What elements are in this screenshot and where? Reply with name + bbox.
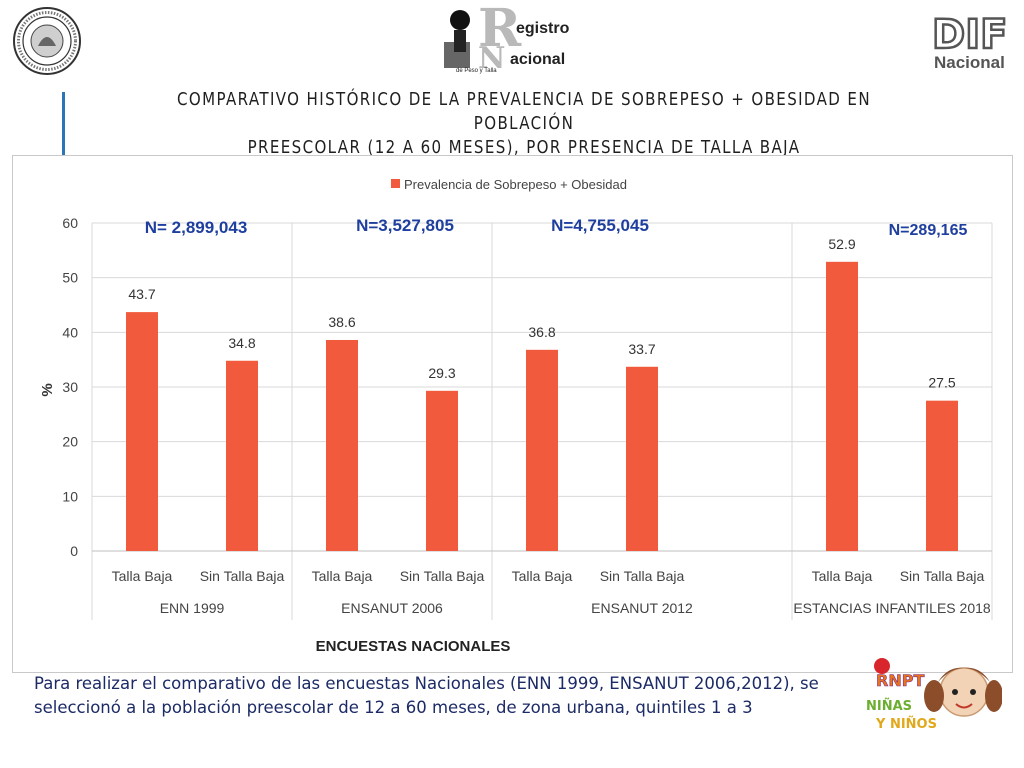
y-tick-label: 40 — [62, 324, 78, 340]
y-tick-label: 60 — [62, 215, 78, 231]
footnote-text: Para realizar el comparativo de las encu… — [34, 674, 819, 717]
svg-text:N: N — [478, 41, 505, 74]
ninas-logo-text: NIÑAS — [866, 698, 912, 714]
group-label: ENN 1999 — [160, 600, 225, 616]
rnpt-ninas-ninos-logo: RNPT NIÑAS Y NIÑOS — [862, 648, 1003, 760]
registro-nacional-logo: R N egistro acional de Peso y Talla — [438, 0, 578, 76]
y-tick-label: 10 — [62, 488, 78, 504]
y-tick-label: 50 — [62, 270, 78, 286]
logo-text-sub: de Peso y Talla — [456, 68, 497, 74]
bar — [426, 390, 458, 551]
bar — [326, 339, 358, 551]
bar — [526, 349, 558, 551]
page-title: COMPARATIVO HISTÓRICO DE LA PREVALENCIA … — [159, 88, 888, 160]
y-tick-label: 30 — [62, 379, 78, 395]
institute-seal-logo — [13, 7, 81, 75]
title-line-1: COMPARATIVO HISTÓRICO DE LA PREVALENCIA … — [177, 90, 871, 134]
accent-bar — [62, 92, 65, 194]
x-tick-label: Sin Talla Baja — [200, 568, 285, 584]
x-tick-label: Sin Talla Baja — [600, 568, 685, 584]
x-tick-label: Talla Baja — [112, 568, 173, 584]
dif-logo-sub: Nacional — [934, 53, 1005, 70]
legend-swatch — [391, 179, 400, 188]
bar — [226, 360, 258, 551]
x-tick-label: Sin Talla Baja — [900, 568, 985, 584]
data-label: 43.7 — [128, 286, 155, 302]
data-label: 34.8 — [228, 335, 255, 351]
x-axis-label: ENCUESTAS NACIONALES — [316, 638, 511, 655]
dif-logo-text: DIF — [932, 12, 1007, 58]
sample-size-label: N=4,755,045 — [551, 216, 649, 235]
y-tick-label: 20 — [62, 434, 78, 450]
x-tick-label: Talla Baja — [512, 568, 573, 584]
data-label: 29.3 — [428, 365, 455, 381]
y-axis-label: % — [39, 383, 56, 396]
group-label: ENSANUT 2012 — [591, 600, 693, 616]
data-label: 36.8 — [528, 324, 555, 340]
x-tick-label: Talla Baja — [312, 568, 373, 584]
sample-size-label: N= 2,899,043 — [144, 218, 248, 237]
data-label: 38.6 — [328, 314, 355, 330]
data-label: 27.5 — [928, 375, 955, 391]
x-tick-label: Talla Baja — [812, 568, 873, 584]
bar — [626, 366, 658, 551]
data-label: 33.7 — [628, 341, 655, 357]
y-tick-label: 0 — [70, 543, 78, 559]
sample-size-label: N=3,527,805 — [356, 216, 454, 235]
bar — [126, 312, 158, 551]
group-label: ESTANCIAS INFANTILES 2018 — [793, 600, 991, 616]
group-label: ENSANUT 2006 — [341, 600, 443, 616]
svg-text:R: R — [478, 2, 522, 59]
bar — [926, 400, 958, 551]
sample-size-label: N=289,165 — [888, 222, 968, 239]
logo-text-registro: egistro — [516, 20, 570, 37]
title-line-2: PREESCOLAR (12 A 60 MESES), POR PRESENCI… — [247, 138, 801, 158]
data-label: 52.9 — [828, 236, 855, 252]
legend-label: Prevalencia de Sobrepeso + Obesidad — [404, 177, 627, 192]
x-tick-label: Sin Talla Baja — [400, 568, 485, 584]
bar — [826, 261, 858, 551]
dif-nacional-logo: DIF Nacional — [928, 8, 1018, 72]
ninos-logo-text: Y NIÑOS — [875, 716, 937, 732]
logo-text-nacional: acional — [510, 51, 565, 68]
rnpt-logo-text: RNPT — [876, 671, 924, 690]
